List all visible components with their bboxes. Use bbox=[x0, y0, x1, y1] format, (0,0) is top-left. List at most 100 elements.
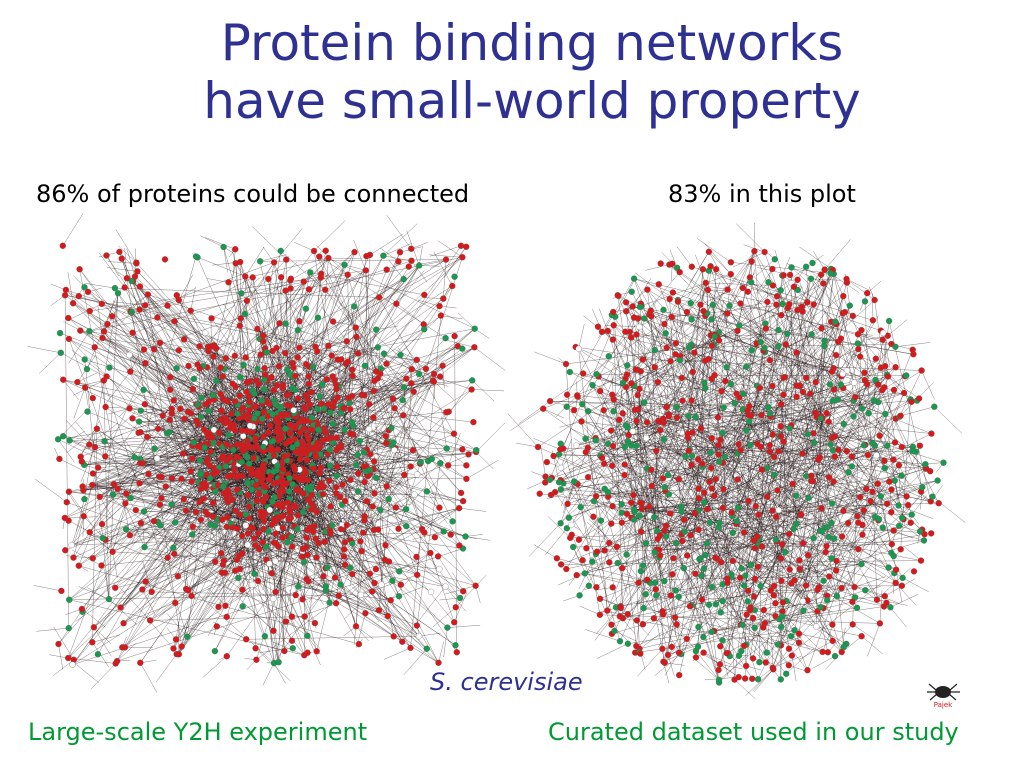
protein-node bbox=[279, 466, 287, 473]
protein-node bbox=[869, 317, 877, 324]
protein-node bbox=[862, 587, 869, 594]
protein-node bbox=[840, 292, 847, 300]
protein-node bbox=[608, 621, 615, 628]
protein-node bbox=[272, 558, 279, 565]
protein-node bbox=[761, 344, 768, 352]
protein-node bbox=[859, 405, 866, 412]
protein-node bbox=[94, 651, 102, 658]
protein-node bbox=[715, 451, 722, 458]
protein-node bbox=[729, 529, 736, 536]
protein-node bbox=[249, 524, 256, 532]
protein-node bbox=[751, 247, 758, 255]
protein-node bbox=[471, 325, 478, 332]
protein-node bbox=[723, 364, 730, 371]
protein-node bbox=[272, 401, 279, 408]
protein-node bbox=[54, 436, 62, 443]
protein-node bbox=[423, 488, 430, 495]
protein-node bbox=[899, 514, 906, 522]
protein-node bbox=[707, 449, 714, 456]
protein-node bbox=[188, 592, 195, 600]
protein-node bbox=[251, 535, 258, 542]
protein-node bbox=[724, 286, 731, 293]
protein-node bbox=[651, 346, 658, 354]
protein-node bbox=[917, 557, 925, 564]
protein-node bbox=[185, 362, 192, 370]
protein-node bbox=[583, 545, 590, 552]
protein-node bbox=[775, 343, 782, 350]
protein-node bbox=[557, 446, 564, 453]
protein-node bbox=[910, 568, 918, 575]
protein-node bbox=[224, 487, 231, 494]
protein-node bbox=[110, 480, 117, 488]
protein-node bbox=[325, 342, 332, 349]
protein-node bbox=[633, 617, 641, 624]
protein-node bbox=[194, 401, 201, 408]
protein-node bbox=[869, 488, 876, 495]
protein-node bbox=[662, 330, 669, 337]
protein-node bbox=[68, 541, 75, 549]
protein-node bbox=[731, 399, 738, 407]
protein-node bbox=[136, 283, 144, 290]
protein-node bbox=[452, 604, 459, 611]
protein-node bbox=[718, 388, 725, 395]
protein-node bbox=[618, 519, 626, 526]
protein-node bbox=[222, 602, 229, 609]
protein-node bbox=[790, 525, 797, 532]
protein-node bbox=[333, 385, 340, 393]
protein-node bbox=[313, 554, 320, 561]
protein-node bbox=[668, 313, 675, 321]
protein-node bbox=[870, 397, 878, 404]
protein-node bbox=[897, 412, 904, 419]
protein-node bbox=[229, 380, 236, 387]
protein-node bbox=[593, 548, 601, 555]
protein-node bbox=[619, 410, 626, 417]
protein-node bbox=[879, 524, 886, 531]
protein-node bbox=[137, 519, 145, 527]
protein-node bbox=[695, 485, 702, 492]
protein-node bbox=[750, 537, 757, 544]
protein-node bbox=[689, 368, 696, 376]
protein-node bbox=[236, 392, 243, 399]
protein-node bbox=[679, 397, 686, 404]
protein-node bbox=[695, 495, 703, 502]
edge-group bbox=[507, 222, 966, 699]
protein-node bbox=[772, 536, 780, 543]
protein-node bbox=[651, 514, 658, 521]
protein-node bbox=[145, 470, 152, 478]
protein-node bbox=[164, 554, 171, 561]
protein-node bbox=[411, 491, 418, 498]
protein-node bbox=[81, 495, 88, 503]
protein-node bbox=[234, 525, 241, 532]
protein-node bbox=[354, 451, 361, 459]
protein-node bbox=[779, 613, 786, 620]
protein-node bbox=[715, 666, 722, 674]
protein-node bbox=[344, 271, 351, 278]
protein-node bbox=[676, 671, 683, 679]
protein-node bbox=[327, 462, 334, 469]
protein-node bbox=[151, 445, 158, 452]
protein-node bbox=[255, 529, 262, 537]
pajek-spider-logo-icon: Pajek bbox=[927, 683, 960, 709]
protein-node bbox=[821, 337, 828, 344]
protein-node bbox=[881, 384, 888, 391]
protein-node bbox=[562, 360, 570, 368]
protein-node bbox=[688, 316, 695, 323]
protein-node bbox=[604, 607, 611, 614]
protein-node bbox=[858, 560, 865, 568]
protein-node bbox=[277, 274, 285, 281]
protein-node bbox=[743, 427, 750, 434]
protein-node bbox=[885, 317, 893, 325]
protein-node bbox=[65, 624, 72, 632]
protein-node bbox=[700, 649, 707, 656]
protein-node bbox=[339, 481, 346, 488]
protein-node bbox=[895, 522, 903, 530]
protein-node bbox=[284, 539, 291, 546]
protein-node bbox=[459, 254, 466, 261]
protein-node bbox=[345, 394, 352, 402]
protein-node bbox=[286, 474, 293, 482]
protein-node bbox=[829, 621, 836, 628]
protein-node bbox=[121, 284, 128, 291]
protein-node bbox=[372, 565, 380, 573]
protein-node bbox=[99, 334, 106, 342]
protein-node bbox=[825, 474, 833, 481]
